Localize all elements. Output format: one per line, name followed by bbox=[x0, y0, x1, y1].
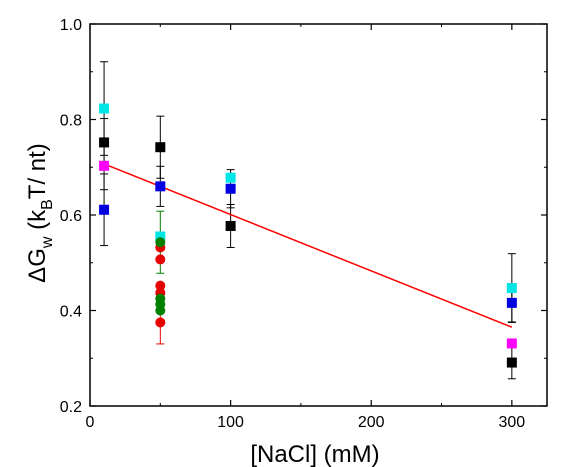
data-point bbox=[225, 183, 236, 194]
y-tick-label: 0.6 bbox=[60, 208, 82, 225]
axes: 0 100 200 300 0.2 0.4 0.6 0.8 1.0 bbox=[60, 17, 548, 431]
y-axis-label-prefix: ΔG bbox=[24, 248, 51, 283]
data-point bbox=[155, 317, 166, 328]
x-tick-label: 300 bbox=[498, 414, 525, 431]
data-point bbox=[506, 297, 517, 308]
data-point bbox=[225, 220, 236, 231]
data-point bbox=[155, 231, 166, 242]
data-point bbox=[99, 103, 110, 114]
y-tick-label: 0.4 bbox=[60, 304, 82, 321]
data-point bbox=[155, 254, 166, 265]
data-point bbox=[155, 181, 166, 192]
y-axis-label-middle: (k bbox=[24, 209, 51, 237]
data-point bbox=[99, 137, 110, 148]
y-tick-label: 0.8 bbox=[60, 113, 82, 130]
x-axis-label: [NaCl] (mM) bbox=[250, 441, 379, 467]
plot-area bbox=[99, 61, 517, 380]
y-tick-label: 0.2 bbox=[60, 399, 82, 416]
plot-frame bbox=[89, 23, 548, 407]
data-point bbox=[506, 283, 517, 294]
x-tick-label: 100 bbox=[217, 414, 244, 431]
data-point bbox=[155, 142, 166, 153]
data-point bbox=[225, 172, 236, 183]
data-point bbox=[155, 280, 166, 291]
x-tick-label: 0 bbox=[86, 414, 95, 431]
y-tick-label: 1.0 bbox=[60, 17, 82, 34]
data-point bbox=[99, 160, 110, 171]
y-axis-label-sub1: w bbox=[39, 236, 56, 249]
data-point bbox=[506, 338, 517, 349]
y-axis-label: ΔGw (kBT/ nt) bbox=[24, 143, 56, 283]
y-axis-label-suffix: T/ nt) bbox=[24, 143, 51, 199]
x-tick-label: 200 bbox=[358, 414, 385, 431]
y-axis-label-sub2: B bbox=[39, 199, 56, 210]
data-point bbox=[155, 237, 166, 248]
data-point bbox=[155, 305, 166, 316]
fit-line bbox=[103, 163, 513, 328]
data-point bbox=[99, 204, 110, 215]
data-point bbox=[506, 357, 517, 368]
